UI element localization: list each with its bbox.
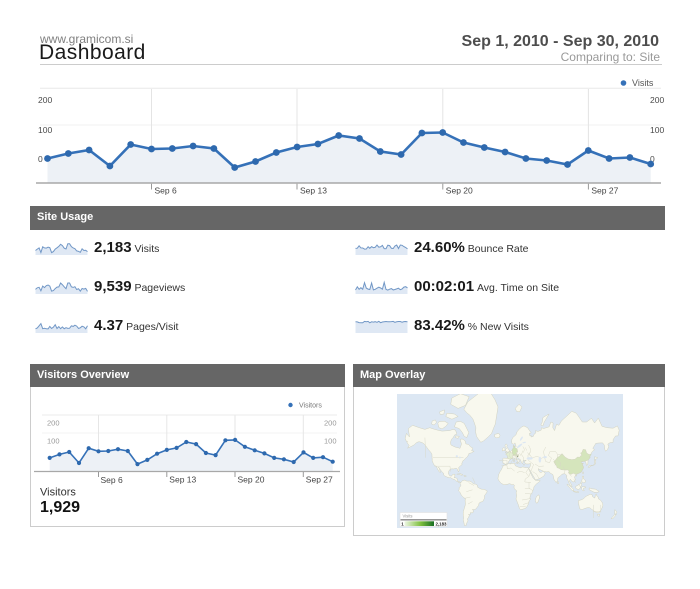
svg-text:100: 100 — [650, 125, 664, 135]
svg-text:Sep 13: Sep 13 — [169, 475, 196, 485]
svg-text:2,183: 2,183 — [436, 522, 448, 527]
svg-text:Visits: Visits — [403, 514, 413, 519]
svg-text:Sep 20: Sep 20 — [446, 186, 473, 196]
svg-text:Sep 27: Sep 27 — [306, 475, 333, 485]
svg-text:Sep 6: Sep 6 — [155, 185, 177, 195]
svg-text:Visits: Visits — [632, 78, 654, 88]
svg-text:200: 200 — [650, 95, 664, 105]
svg-text:0: 0 — [38, 154, 43, 164]
svg-text:Sep 27: Sep 27 — [591, 186, 618, 196]
svg-text:Visitors: Visitors — [40, 487, 76, 499]
svg-text:100: 100 — [324, 437, 337, 446]
svg-text:200: 200 — [38, 95, 52, 105]
svg-text:Visitors: Visitors — [299, 403, 322, 410]
svg-text:100: 100 — [47, 437, 60, 446]
svg-text:1,929: 1,929 — [40, 499, 80, 516]
svg-text:Sep 13: Sep 13 — [300, 186, 327, 196]
svg-text:100: 100 — [38, 125, 52, 135]
svg-text:0: 0 — [650, 154, 655, 164]
svg-text:Sep 20: Sep 20 — [238, 475, 265, 485]
svg-text:Sep 6: Sep 6 — [101, 475, 123, 485]
svg-text:1: 1 — [401, 522, 404, 527]
svg-text:200: 200 — [324, 419, 337, 428]
svg-text:200: 200 — [47, 419, 60, 428]
